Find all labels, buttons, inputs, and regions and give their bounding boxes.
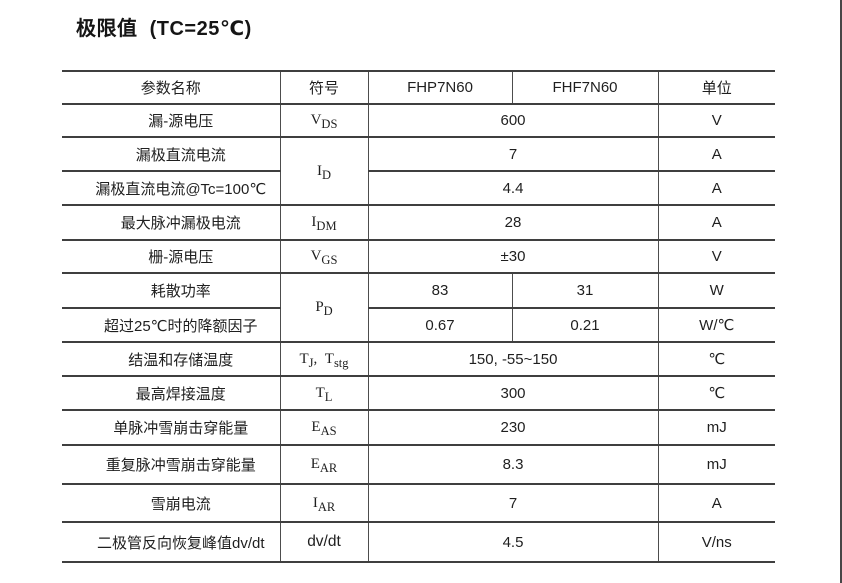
col-header-param: 参数名称 <box>62 70 280 104</box>
value-cell: 28 <box>367 204 658 240</box>
table-row: 最高焊接温度 TL 300 ℃ <box>62 375 775 410</box>
table-row: 二极管反向恢复峰值dv/dt dv/dt 4.5 V/ns <box>62 521 775 562</box>
table-header: 参数名称 符号 FHP7N60 FHF7N60 单位 <box>62 70 775 104</box>
col-header-fhp7n60: FHP7N60 <box>367 70 512 104</box>
table-row: 超过25℃时的降额因子 0.67 0.21 W/℃ <box>62 307 775 342</box>
col-header-fhf7n60: FHF7N60 <box>511 70 658 104</box>
unit-cell: A <box>657 136 775 171</box>
symbol-cell: PD <box>279 272 368 342</box>
value-cell: 230 <box>367 409 658 445</box>
symbol-cell: ID <box>279 136 368 205</box>
unit-cell: V <box>657 103 775 137</box>
param-cell: 二极管反向恢复峰值dv/dt <box>62 521 280 562</box>
value-cell: 0.21 <box>511 307 658 342</box>
value-cell: 4.4 <box>367 170 658 205</box>
value-cell: 0.67 <box>367 307 512 342</box>
value-cell: ±30 <box>367 239 658 273</box>
symbol-cell: IDM <box>279 204 368 240</box>
param-cell: 超过25℃时的降额因子 <box>62 307 280 342</box>
table-row: 结温和存储温度 TJ, Tstg 150, -55~150 ℃ <box>62 341 775 376</box>
page-edge-line <box>840 0 842 583</box>
symbol-cell: dv/dt <box>279 521 368 562</box>
symbol-cell: TJ, Tstg <box>279 341 368 376</box>
limits-table: 参数名称 符号 FHP7N60 FHF7N60 单位 漏-源电压 VDS 600 V 漏极直流电… <box>62 70 775 563</box>
value-cell: 4.5 <box>367 521 658 562</box>
table-row: 漏-源电压 VDS 600 V <box>62 103 775 137</box>
page-title: 极限值 (TC=25℃) <box>76 18 252 40</box>
table-body: 漏-源电压 VDS 600 V 漏极直流电流 ID 7 A 漏极直流电流@Tc=100℃ 4.4 A… <box>62 103 775 562</box>
value-cell: 8.3 <box>367 444 658 484</box>
param-cell: 最大脉冲漏极电流 <box>62 204 280 240</box>
table-row: 最大脉冲漏极电流 IDM 28 A <box>62 204 775 240</box>
table-row: 单脉冲雪崩击穿能量 EAS 230 mJ <box>62 409 775 445</box>
unit-cell: A <box>657 170 775 205</box>
param-cell: 结温和存储温度 <box>62 341 280 376</box>
table-row: 漏极直流电流@Tc=100℃ 4.4 A <box>62 170 775 205</box>
param-cell: 最高焊接温度 <box>62 375 280 410</box>
table-row: 重复脉冲雪崩击穿能量 EAR 8.3 mJ <box>62 444 775 484</box>
unit-cell: V <box>657 239 775 273</box>
value-cell: 31 <box>511 272 658 308</box>
table-row: 耗散功率 PD 83 31 W <box>62 272 775 342</box>
unit-cell: A <box>657 204 775 240</box>
param-cell: 漏极直流电流@Tc=100℃ <box>62 170 280 205</box>
unit-cell: mJ <box>657 409 775 445</box>
value-cell: 600 <box>367 103 658 137</box>
unit-cell: mJ <box>657 444 775 484</box>
param-cell: 重复脉冲雪崩击穿能量 <box>62 444 280 484</box>
value-cell: 7 <box>367 136 658 171</box>
unit-cell: ℃ <box>657 375 775 410</box>
table-row: 漏极直流电流 ID 7 A <box>62 136 775 205</box>
unit-cell: ℃ <box>657 341 775 376</box>
value-cell: 300 <box>367 375 658 410</box>
header-row: 参数名称 符号 FHP7N60 FHF7N60 单位 <box>62 70 775 104</box>
table-row: 雪崩电流 IAR 7 A <box>62 483 775 522</box>
value-cell: 7 <box>367 483 658 522</box>
symbol-cell: EAR <box>279 444 368 484</box>
param-cell: 雪崩电流 <box>62 483 280 522</box>
symbol-cell: VGS <box>279 239 368 273</box>
table-row: 栅-源电压 VGS ±30 V <box>62 239 775 273</box>
param-cell: 漏-源电压 <box>62 103 280 137</box>
unit-cell: W/℃ <box>657 307 775 342</box>
symbol-cell: VDS <box>279 103 368 137</box>
param-cell: 栅-源电压 <box>62 239 280 273</box>
unit-cell: A <box>657 483 775 522</box>
col-header-symbol: 符号 <box>279 70 368 104</box>
param-cell: 耗散功率 <box>62 272 280 308</box>
unit-cell: V/ns <box>657 521 775 562</box>
symbol-cell: IAR <box>279 483 368 522</box>
symbol-cell: TL <box>279 375 368 410</box>
value-cell: 150, -55~150 <box>367 341 658 376</box>
col-header-unit: 单位 <box>657 70 775 104</box>
param-cell: 单脉冲雪崩击穿能量 <box>62 409 280 445</box>
unit-cell: W <box>657 272 775 308</box>
value-cell: 83 <box>367 272 512 308</box>
param-cell: 漏极直流电流 <box>62 136 280 171</box>
symbol-cell: EAS <box>279 409 368 445</box>
